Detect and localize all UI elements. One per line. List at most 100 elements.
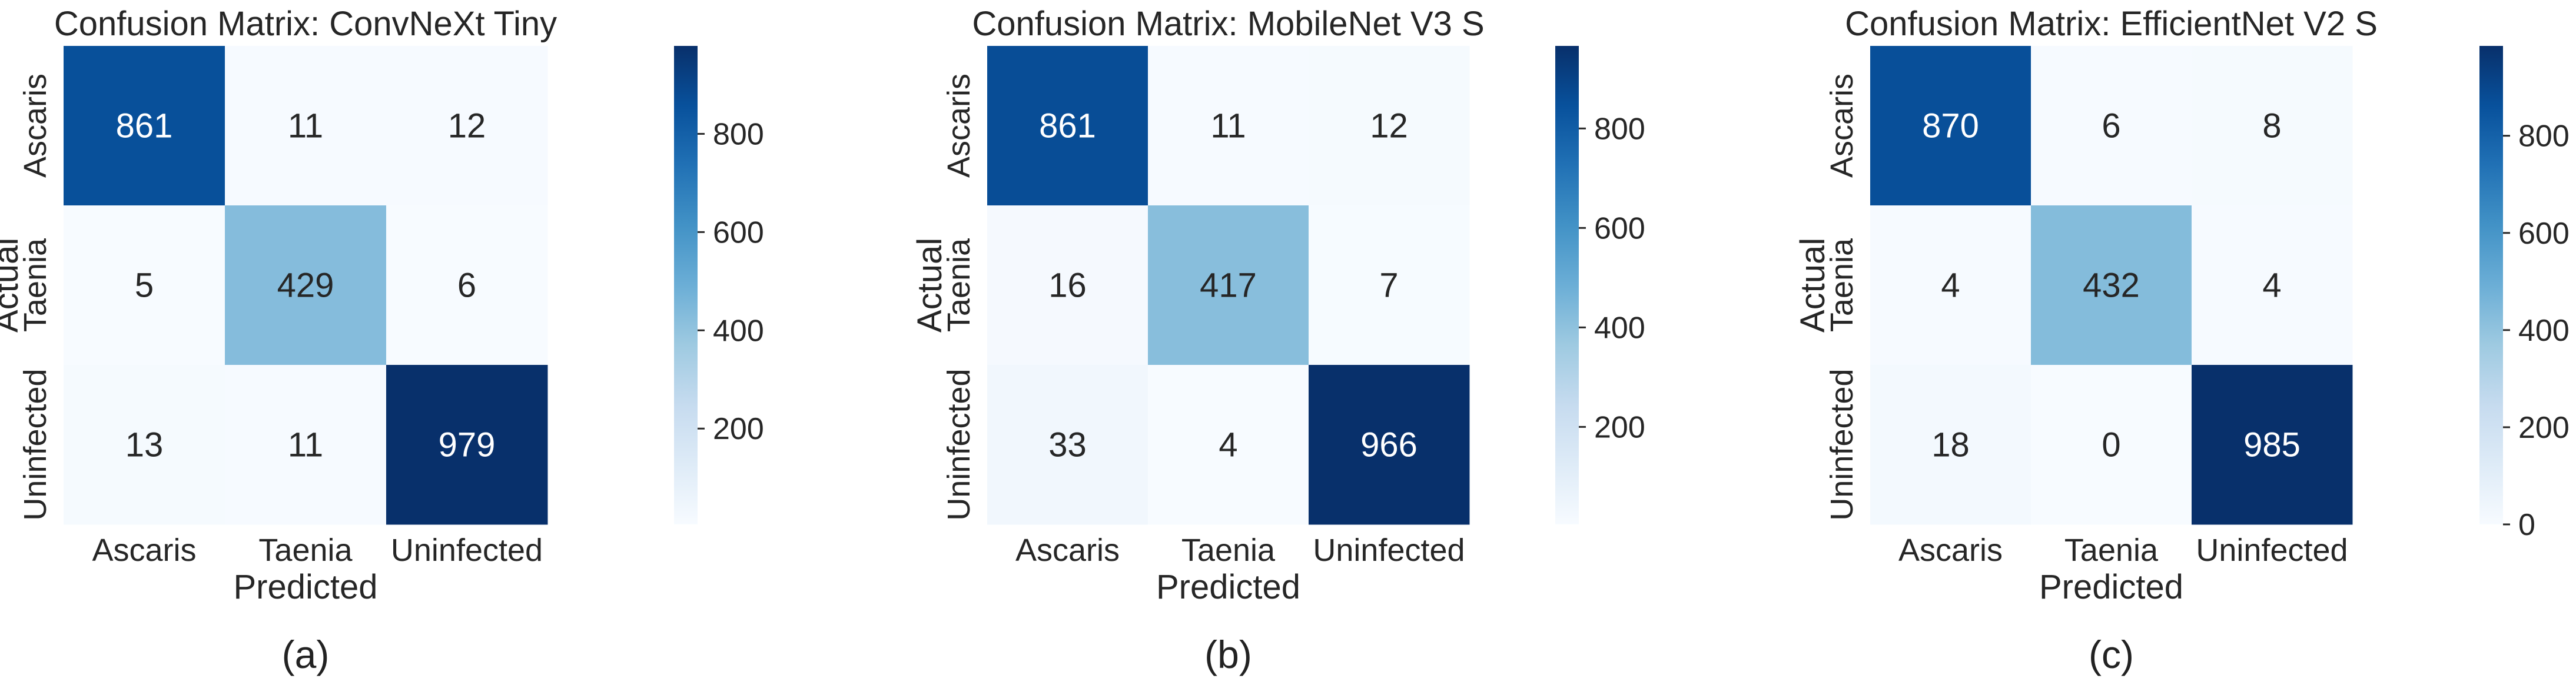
confusion-matrix-panel-3: Confusion Matrix: EfficientNet V2 S 870 6 8… — [1794, 5, 2570, 676]
cell-value-label: 33 — [1048, 426, 1087, 464]
heatmap-cell — [1148, 46, 1309, 206]
heatmap-cell — [2031, 205, 2192, 365]
cell-value-label: 985 — [2243, 426, 2301, 464]
heatmap-cell — [1148, 365, 1309, 525]
heatmap-cell — [1309, 365, 1470, 525]
heatmap-cell — [64, 205, 225, 365]
cell-value-label: 7 — [1379, 267, 1398, 305]
colorbar-tick-label: 600 — [713, 215, 764, 250]
cell-value-label: 6 — [2102, 107, 2120, 145]
x-tick-label: Uninfected — [391, 533, 543, 568]
colorbar — [2479, 46, 2503, 524]
chart-title: Confusion Matrix: EfficientNet V2 S — [1845, 5, 2378, 43]
confusion-matrix-panel-1: Confusion Matrix: ConvNeXt Tiny 861 11 12 5 4… — [0, 5, 764, 676]
heatmap-cell — [1870, 46, 2031, 206]
colorbar-tick-label: 600 — [2518, 217, 2570, 251]
heatmap-cell — [1870, 205, 2031, 365]
chart-title: Confusion Matrix: ConvNeXt Tiny — [54, 5, 557, 43]
x-tick-label: Ascaris — [1898, 533, 2003, 568]
cell-value-label: 966 — [1360, 426, 1418, 464]
y-tick-label: Taenia — [18, 238, 53, 332]
y-tick-label: Uninfected — [941, 368, 977, 520]
y-tick-label: Uninfected — [18, 368, 53, 520]
colorbar-tick-label: 200 — [1594, 410, 1645, 444]
heatmap-cell — [987, 205, 1148, 365]
panel-caption: (a) — [282, 633, 330, 676]
colorbar-tick-label: 800 — [713, 117, 764, 151]
y-axis-label: Actual — [1794, 238, 1832, 333]
colorbar — [1555, 46, 1579, 524]
colorbar-tick-label: 200 — [2518, 411, 2570, 445]
heatmap-cell — [1309, 46, 1470, 206]
heatmap-cell — [225, 365, 387, 525]
colorbar-tick-label: 800 — [2518, 119, 2570, 154]
cell-value-label: 11 — [288, 107, 323, 145]
cell-value-label: 16 — [1048, 267, 1087, 305]
cell-value-label: 11 — [288, 426, 323, 464]
cell-value-label: 6 — [457, 267, 476, 305]
chart-title: Confusion Matrix: MobileNet V3 S — [972, 5, 1484, 43]
cell-value-label: 432 — [2083, 267, 2140, 305]
panel-caption: (c) — [2089, 633, 2134, 676]
x-tick-label: Taenia — [1181, 533, 1276, 568]
cell-value-label: 12 — [1370, 107, 1408, 145]
heatmap-cell — [987, 46, 1148, 206]
colorbar-tick-label: 200 — [713, 412, 764, 446]
colorbar-tick-label: 400 — [2518, 314, 2570, 348]
panel-caption: (b) — [1204, 633, 1252, 676]
heatmap-cell — [1309, 205, 1470, 365]
cell-value-label: 18 — [1931, 426, 1970, 464]
x-tick-label: Uninfected — [2196, 533, 2348, 568]
x-axis-label: Predicted — [233, 568, 377, 606]
y-tick-label: Ascaris — [1824, 74, 1860, 178]
x-tick-label: Taenia — [2064, 533, 2159, 568]
y-axis-label: Actual — [0, 238, 25, 333]
cell-value-label: 417 — [1200, 267, 1257, 305]
x-axis-label: Predicted — [1156, 568, 1300, 606]
cell-value-label: 861 — [1039, 107, 1096, 145]
heatmap-cell — [1870, 365, 2031, 525]
heatmap-cell — [386, 46, 548, 206]
x-tick-label: Taenia — [258, 533, 353, 568]
colorbar — [674, 46, 698, 524]
y-tick-label: Taenia — [1824, 238, 1860, 332]
heatmap-cell — [64, 365, 225, 525]
cell-value-label: 4 — [2262, 267, 2281, 305]
colorbar-tick-label: 600 — [1594, 211, 1645, 245]
heatmap-cell — [225, 205, 387, 365]
colorbar-tick-label: 400 — [713, 314, 764, 348]
cell-value-label: 870 — [1922, 107, 1979, 145]
x-tick-label: Ascaris — [92, 533, 196, 568]
cell-value-label: 0 — [2102, 426, 2120, 464]
cell-value-label: 4 — [1941, 267, 1960, 305]
colorbar-tick-label: 800 — [1594, 112, 1645, 146]
heatmap-cell — [2031, 365, 2192, 525]
cell-value-label: 4 — [1219, 426, 1237, 464]
cell-value-label: 8 — [2262, 107, 2281, 145]
colorbar-tick-label: 0 — [2518, 508, 2535, 542]
cell-value-label: 5 — [135, 267, 154, 305]
confusion-matrix-panel-2: Confusion Matrix: MobileNet V3 S 861 11 12 1… — [911, 5, 1645, 676]
heatmap-cell — [386, 365, 548, 525]
heatmap-cell — [64, 46, 225, 206]
cell-value-label: 979 — [439, 426, 496, 464]
x-tick-label: Ascaris — [1015, 533, 1120, 568]
colorbar-tick-label: 400 — [1594, 311, 1645, 345]
y-tick-label: Ascaris — [18, 74, 53, 178]
y-axis-label: Actual — [911, 238, 949, 333]
x-tick-label: Uninfected — [1313, 533, 1465, 568]
cell-value-label: 13 — [125, 426, 164, 464]
cell-value-label: 429 — [277, 267, 334, 305]
heatmap-cell — [2031, 46, 2192, 206]
y-tick-label: Uninfected — [1824, 368, 1860, 520]
heatmap-cell — [1148, 205, 1309, 365]
heatmap-cell — [386, 205, 548, 365]
heatmap-cell — [225, 46, 387, 206]
heatmap-cell — [987, 365, 1148, 525]
heatmap-cell — [2192, 365, 2353, 525]
cell-value-label: 861 — [116, 107, 173, 145]
y-tick-label: Taenia — [941, 238, 977, 332]
y-tick-label: Ascaris — [941, 74, 977, 178]
x-axis-label: Predicted — [2039, 568, 2183, 606]
